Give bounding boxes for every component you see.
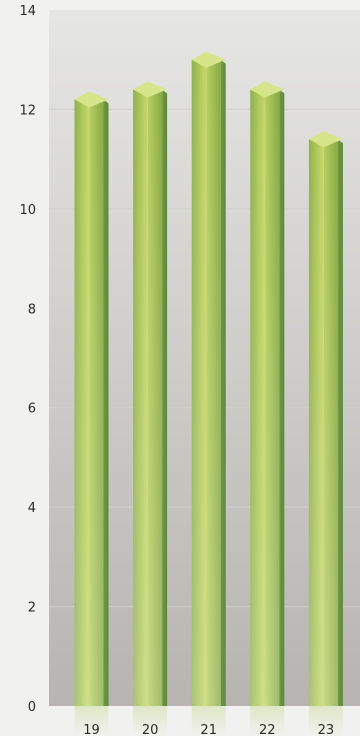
x-label-backdrop xyxy=(191,706,226,736)
y-tick-label: 2 xyxy=(28,601,36,616)
bar-side xyxy=(162,89,168,707)
bar-cap xyxy=(250,81,285,98)
bar xyxy=(250,81,285,707)
y-tick-label: 8 xyxy=(28,302,36,317)
x-tick-label: 20 xyxy=(142,723,159,736)
y-tick-label: 4 xyxy=(28,501,36,516)
bar-cap xyxy=(308,131,343,148)
x-label-backdrop xyxy=(250,706,285,736)
x-tick-label: 23 xyxy=(318,723,335,736)
bars xyxy=(74,51,343,707)
bar xyxy=(133,81,168,707)
bar-cap xyxy=(191,51,226,68)
x-tick-label: 21 xyxy=(200,723,217,736)
y-tick-label: 10 xyxy=(19,203,36,218)
y-tick-label: 12 xyxy=(19,103,36,118)
x-tick-label: 19 xyxy=(83,723,100,736)
bar-side xyxy=(220,59,226,706)
bar-side xyxy=(279,89,285,707)
x-axis: 19 20 21 22 23 xyxy=(74,706,343,736)
y-tick-label: 0 xyxy=(28,700,36,715)
bar xyxy=(191,51,226,706)
y-tick-label: 14 xyxy=(19,4,36,19)
bar-side xyxy=(337,139,343,706)
x-label-backdrop xyxy=(74,706,109,736)
y-tick-label: 6 xyxy=(28,402,36,417)
bar xyxy=(308,131,343,706)
bar-side xyxy=(103,99,109,706)
x-label-backdrop xyxy=(308,706,343,736)
bar-cap xyxy=(133,81,168,98)
bar xyxy=(74,91,109,706)
bar-cap xyxy=(74,91,109,108)
x-tick-label: 22 xyxy=(259,723,276,736)
y-axis: 0 2 4 6 8 10 12 14 xyxy=(19,4,36,715)
x-label-backdrop xyxy=(133,706,168,736)
